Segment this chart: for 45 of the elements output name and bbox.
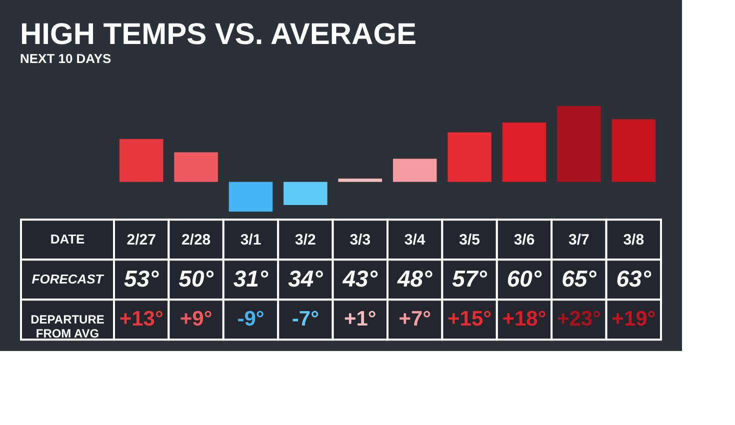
- text: 50°: [178, 266, 214, 292]
- text: 43°: [342, 266, 378, 292]
- text: DEPARTURE FROM AVG: [30, 312, 104, 341]
- data-label: -7°: [292, 308, 319, 331]
- x-tick-label: 3/6: [514, 232, 535, 249]
- x-tick-label: 3/8: [623, 232, 644, 249]
- bar: [174, 152, 218, 182]
- text: DATE: [50, 232, 86, 247]
- text: 53°: [124, 266, 160, 292]
- x-tick-label: 3/5: [459, 232, 480, 249]
- data-label: -9°: [237, 308, 264, 331]
- bar: [119, 139, 164, 182]
- bar: [502, 122, 546, 182]
- bar: [448, 132, 492, 182]
- data-label: +18°: [502, 308, 546, 331]
- bar: [557, 106, 601, 182]
- bar: [284, 182, 328, 205]
- data-label: +1°: [344, 308, 376, 331]
- bar: [612, 119, 656, 182]
- text: 65°: [562, 266, 598, 292]
- x-tick-label: 3/3: [350, 232, 371, 249]
- bar: [338, 178, 382, 182]
- x-tick-label: 2/28: [181, 232, 211, 249]
- text: 48°: [396, 266, 434, 292]
- data-label: +19°: [612, 308, 656, 331]
- x-tick-label: 2/27: [126, 232, 156, 249]
- text: 60°: [506, 266, 542, 292]
- text: 34°: [288, 266, 324, 292]
- data-label: +15°: [448, 308, 492, 331]
- bar: [392, 158, 437, 182]
- text: 31°: [233, 266, 269, 292]
- chart-subtitle: NEXT 10 DAYS: [20, 51, 112, 66]
- x-tick-label: 3/7: [568, 232, 590, 249]
- data-label: +9°: [180, 308, 212, 331]
- x-tick-label: 3/2: [295, 232, 316, 249]
- data-label: +7°: [398, 308, 432, 331]
- text: 63°: [616, 266, 652, 292]
- text: FORECAST: [32, 272, 104, 287]
- x-tick-label: 3/1: [240, 232, 262, 249]
- bar: [228, 182, 273, 212]
- data-label: +23°: [556, 308, 601, 331]
- text: 57°: [452, 266, 488, 292]
- x-tick-label: 3/4: [404, 232, 426, 249]
- chart-title: HIGH TEMPS VS. AVERAGE: [20, 18, 417, 51]
- data-label: +13°: [119, 308, 164, 331]
